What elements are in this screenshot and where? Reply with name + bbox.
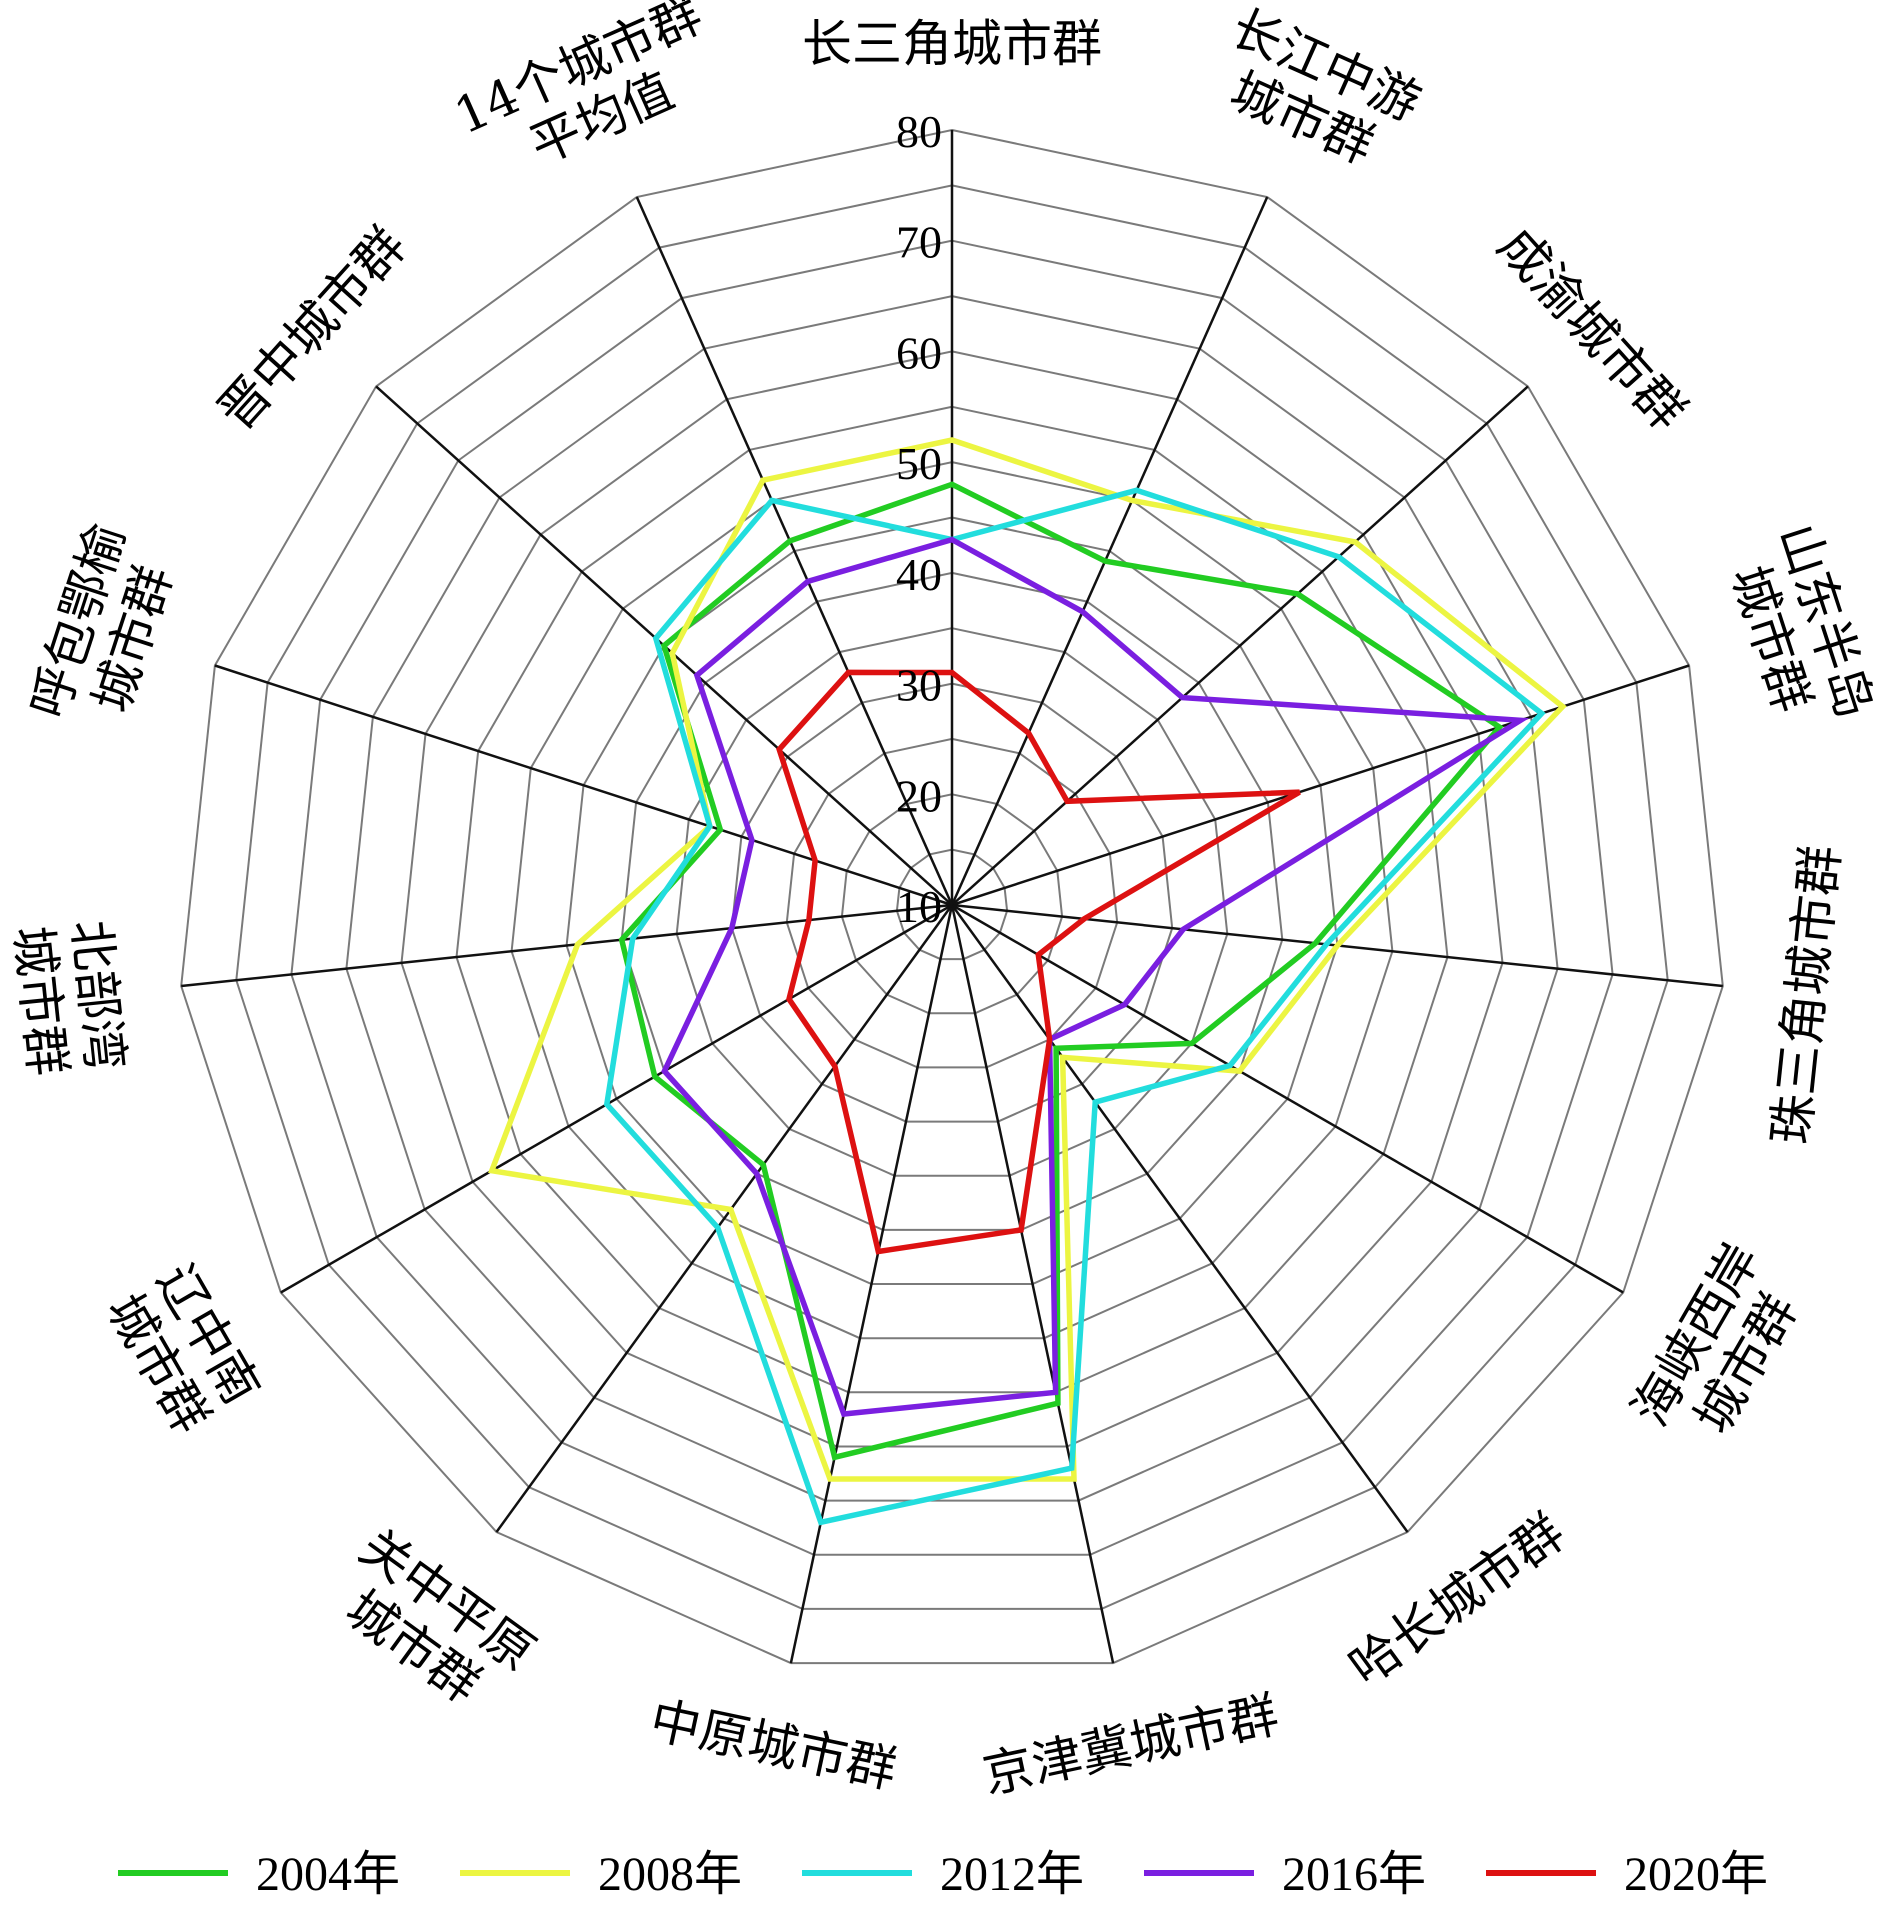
spoke-10: [495, 904, 954, 1533]
spoke-8: [950, 904, 1115, 1664]
tick-label-60: 60: [896, 327, 942, 378]
radial-tick-labels: 10 20 30 40 50 60 70 80: [896, 106, 942, 932]
tick-label-30: 30: [896, 660, 942, 711]
grid-ring-35: [675, 627, 1229, 1177]
category-label-text: 晋中城市群: [207, 217, 417, 442]
series-line-2020年: [776, 669, 1301, 1255]
tick-label-10: 10: [896, 881, 942, 932]
series-line-2012年: [603, 487, 1546, 1526]
category-label-text: 中原城市群: [645, 1691, 902, 1800]
series-line-2008年: [488, 437, 1567, 1482]
spoke-7: [950, 904, 1409, 1533]
grid-ring-55: [455, 405, 1449, 1394]
category-label-7: 哈长城市群: [1339, 1503, 1575, 1697]
legend-item-2004年: 2004年: [118, 1848, 400, 1901]
spoke-11: [280, 903, 953, 1294]
grid-ring-60: [400, 350, 1504, 1448]
spoke-6: [951, 903, 1624, 1294]
grid-ring-15: [895, 848, 1009, 961]
spoke-3: [951, 385, 1529, 906]
legend: 2004年 2008年 2012年 2016年 2020年: [118, 1848, 1768, 1901]
grid-ring-70: [290, 239, 1614, 1556]
category-label-text: 长三角城市群: [802, 15, 1102, 73]
category-label-9: 中原城市群: [645, 1691, 902, 1800]
radar-grid: [180, 128, 1724, 1665]
category-label-14: 晋中城市群: [207, 217, 417, 442]
category-label-1: 长三角城市群: [802, 15, 1102, 73]
spoke-12: [181, 903, 953, 988]
tick-label-40: 40: [896, 549, 942, 600]
tick-label-80: 80: [896, 106, 942, 157]
tick-label-70: 70: [896, 217, 942, 268]
grid-ring-75: [235, 184, 1669, 1610]
grid-ring-45: [565, 516, 1339, 1285]
category-label-text: 京津冀城市群: [978, 1686, 1284, 1805]
legend-label: 2004年: [256, 1848, 400, 1901]
legend-item-2016年: 2016年: [1144, 1848, 1426, 1901]
category-label-8: 京津冀城市群: [978, 1686, 1284, 1805]
grid-ring-20: [840, 793, 1064, 1015]
legend-label: 2016年: [1282, 1848, 1426, 1901]
spoke-15: [635, 196, 954, 906]
spoke-4: [951, 664, 1690, 907]
grid-ring-65: [345, 295, 1559, 1502]
grid-ring-50: [510, 461, 1394, 1340]
grid-ring-80: [180, 128, 1724, 1665]
legend-item-2012年: 2012年: [802, 1848, 1084, 1901]
tick-label-20: 20: [896, 770, 942, 821]
radar-series: [488, 437, 1567, 1526]
series-line-2016年: [661, 536, 1530, 1417]
grid-ring-25: [785, 737, 1119, 1069]
category-label-3: 成渝城市群: [1487, 217, 1697, 442]
category-label-text: 珠三角城市群: [1762, 843, 1851, 1147]
spoke-9: [789, 904, 954, 1664]
legend-label: 2012年: [940, 1848, 1084, 1901]
spoke-13: [214, 664, 953, 907]
category-label-text: 成渝城市群: [1487, 217, 1697, 442]
category-label-5: 珠三角城市群: [1762, 843, 1851, 1147]
legend-item-2008年: 2008年: [460, 1848, 742, 1901]
grid-ring-40: [620, 571, 1284, 1231]
spoke-2: [950, 196, 1269, 906]
legend-label: 2020年: [1624, 1848, 1768, 1901]
legend-item-2020年: 2020年: [1486, 1848, 1768, 1901]
category-label-text: 哈长城市群: [1339, 1503, 1575, 1697]
tick-label-50: 50: [896, 438, 942, 489]
legend-label: 2008年: [598, 1848, 742, 1901]
